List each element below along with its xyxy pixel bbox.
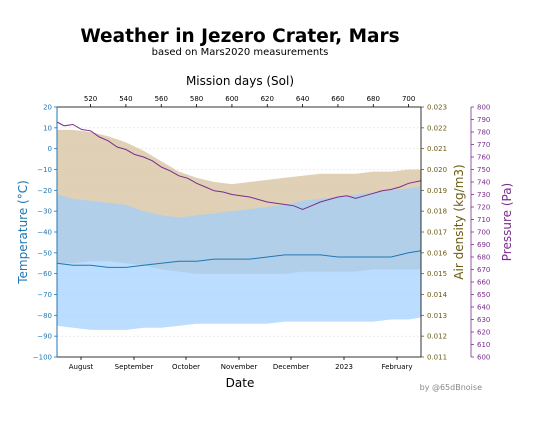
temperature-tick-label: −70 <box>37 291 52 299</box>
density-tick-label: 0.021 <box>427 145 447 153</box>
pressure-tick-label: 650 <box>477 291 490 299</box>
pressure-tick-label: 770 <box>477 141 490 149</box>
density-tick-label: 0.022 <box>427 124 447 132</box>
chart-subtitle: based on Mars2020 measurements <box>152 47 329 58</box>
pressure-tick-label: 710 <box>477 216 490 224</box>
plot-area: 20 10 0 −10 −20 −30 −40 −50 −60 −70 −80 −90 −100 0.02… <box>33 95 491 371</box>
temperature-range-band <box>57 186 421 330</box>
temperature-axis-label: Temperature (°C) <box>16 180 30 285</box>
pressure-tick-label: 600 <box>477 354 490 362</box>
density-tick-label: 0.016 <box>427 249 448 257</box>
temperature-tick-label: −50 <box>37 249 52 257</box>
pressure-tick-label: 780 <box>477 129 490 137</box>
pressure-tick-label: 660 <box>477 279 490 287</box>
density-tick-label: 0.019 <box>427 187 447 195</box>
month-tick-label: November <box>221 363 258 371</box>
top-axis-label: Mission days (Sol) <box>186 74 294 88</box>
pressure-axis-label: Pressure (Pa) <box>500 183 514 261</box>
sol-tick-label: 520 <box>84 95 97 103</box>
pressure-tick-label: 630 <box>477 316 490 324</box>
temperature-tick-label: −90 <box>37 333 52 341</box>
pressure-tick-label: 720 <box>477 204 490 212</box>
sol-tick-label: 660 <box>331 95 344 103</box>
month-tick-label: 2023 <box>335 363 353 371</box>
pressure-tick-label: 680 <box>477 254 490 262</box>
credit-text: by @65dBnoise <box>420 383 482 392</box>
pressure-tick-label: 760 <box>477 154 490 162</box>
month-tick-label: September <box>115 363 154 371</box>
density-tick-label: 0.015 <box>427 270 447 278</box>
month-tick-label: October <box>172 363 200 371</box>
pressure-tick-label: 790 <box>477 116 490 124</box>
month-tick-label: December <box>273 363 309 371</box>
pressure-tick-label: 690 <box>477 241 490 249</box>
pressure-tick-label: 730 <box>477 191 490 199</box>
pressure-tick-label: 670 <box>477 266 490 274</box>
pressure-tick-label: 640 <box>477 304 490 312</box>
density-tick-label: 0.018 <box>427 208 447 216</box>
temperature-tick-label: −20 <box>37 187 52 195</box>
sol-tick-label: 620 <box>261 95 274 103</box>
density-tick-label: 0.012 <box>427 333 447 341</box>
pressure-tick-label: 620 <box>477 329 490 337</box>
density-tick-label: 0.014 <box>427 291 448 299</box>
sol-tick-label: 700 <box>402 95 415 103</box>
sol-tick-label: 680 <box>367 95 380 103</box>
sol-tick-label: 560 <box>155 95 168 103</box>
density-tick-label: 0.020 <box>427 166 447 174</box>
sol-tick-label: 600 <box>225 95 238 103</box>
sol-tick-label: 640 <box>296 95 309 103</box>
density-tick-label: 0.017 <box>427 229 447 237</box>
density-tick-label: 0.011 <box>427 354 447 362</box>
temperature-tick-label: −10 <box>37 166 52 174</box>
temperature-tick-label: 10 <box>43 124 52 132</box>
pressure-tick-label: 740 <box>477 179 490 187</box>
temperature-tick-label: −30 <box>37 208 52 216</box>
month-tick-label: February <box>381 363 412 371</box>
density-tick-label: 0.013 <box>427 312 447 320</box>
temperature-mean-line <box>56 250 422 268</box>
month-tick-label: August <box>69 363 94 371</box>
pressure-tick-label: 750 <box>477 166 490 174</box>
density-axis-label: Air density (kg/m3) <box>452 164 466 279</box>
temperature-tick-label: 20 <box>43 104 52 112</box>
temperature-tick-label: −100 <box>33 354 52 362</box>
pressure-tick-label: 800 <box>477 104 490 112</box>
sol-tick-label: 580 <box>190 95 203 103</box>
density-tick-label: 0.023 <box>427 104 447 112</box>
x-axis-label: Date <box>226 376 255 390</box>
temperature-tick-label: −60 <box>37 270 52 278</box>
pressure-tick-label: 700 <box>477 229 490 237</box>
sol-tick-label: 540 <box>119 95 132 103</box>
temperature-tick-label: −40 <box>37 229 52 237</box>
pressure-line <box>56 121 422 211</box>
pressure-tick-label: 610 <box>477 341 490 349</box>
chart-title: Weather in Jezero Crater, Mars <box>80 26 399 47</box>
temperature-tick-label: 0 <box>48 145 52 153</box>
temperature-tick-label: −80 <box>37 312 52 320</box>
